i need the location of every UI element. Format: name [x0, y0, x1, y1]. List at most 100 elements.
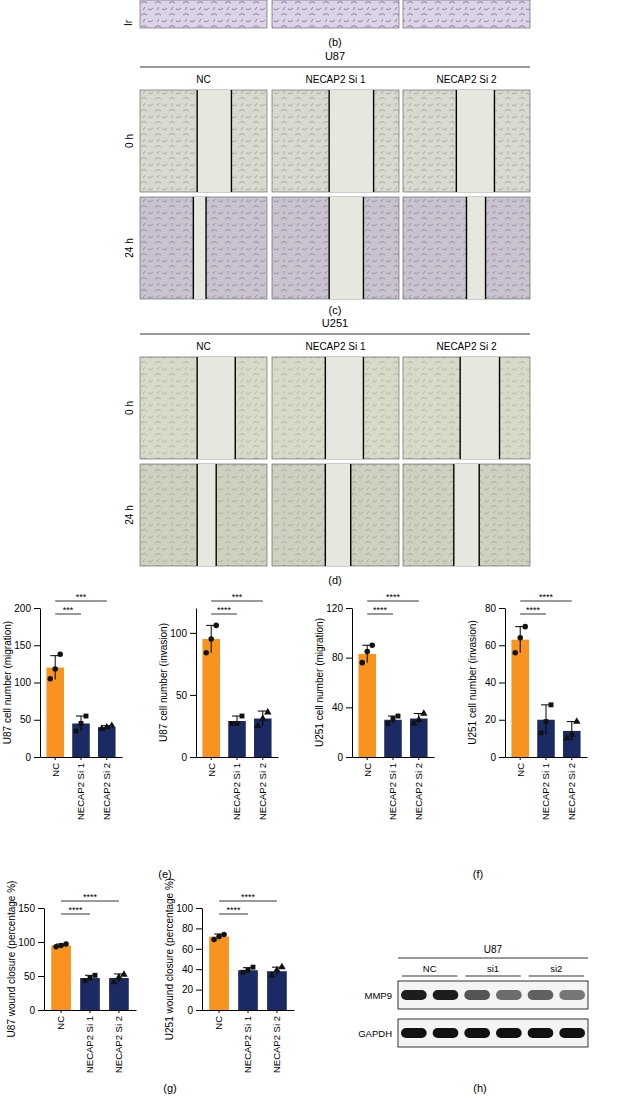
tick-label: 100	[14, 677, 31, 688]
tick-label: 40	[332, 702, 344, 713]
tick: 40	[182, 964, 202, 975]
tick-mark	[38, 976, 44, 977]
tick-label: 80	[332, 652, 344, 663]
wound-gap	[456, 90, 494, 192]
tick: NECAP2 Si 2	[271, 1010, 282, 1073]
tick-mark	[55, 757, 56, 760]
tick: NC	[213, 1010, 224, 1030]
tick: 150	[18, 903, 44, 914]
tick-label: NC	[50, 763, 61, 777]
blot-band	[528, 990, 554, 1000]
micrograph	[272, 357, 399, 459]
wound-gap	[325, 357, 363, 459]
micrograph-image	[140, 197, 267, 299]
y-axis: 050100150200	[14, 603, 40, 763]
tick-label: 80	[182, 923, 194, 934]
data-point	[216, 934, 222, 940]
tick-label: NECAP2 Si 1	[242, 1016, 253, 1073]
bar-chart: 050100150NCNECAP2 Si 1NECAP2 Si 2U87 wou…	[6, 881, 137, 1073]
tick-mark	[196, 908, 202, 909]
wound-edge	[193, 197, 194, 299]
error-bar	[206, 625, 216, 652]
tick: NECAP2 Si 1	[84, 1010, 95, 1073]
tick-mark	[346, 757, 352, 758]
wound-gap	[193, 197, 206, 299]
error-bar	[50, 656, 60, 680]
tick: NECAP2 Si 2	[113, 1010, 124, 1073]
tick-label: NECAP2 Si 2	[101, 763, 112, 820]
x-axis: NCNECAP2 Si 1NECAP2 Si 2	[506, 757, 588, 820]
micrograph-image	[272, 464, 399, 566]
data-point	[517, 635, 523, 641]
plot-area	[358, 642, 427, 757]
bar	[202, 639, 220, 757]
bar	[358, 654, 376, 757]
tick-mark	[393, 757, 394, 760]
panel-label: (e)	[158, 868, 171, 880]
wound-edge	[215, 464, 216, 566]
data-point	[240, 714, 245, 719]
tick: 0	[25, 752, 40, 763]
tick-mark	[276, 1010, 277, 1013]
tick-mark	[190, 695, 196, 696]
wound-edge	[196, 90, 197, 192]
tick-mark	[418, 757, 419, 760]
tick: 150	[14, 640, 40, 651]
error-bar	[362, 645, 372, 662]
micrograph	[272, 197, 399, 299]
tick: 0	[181, 752, 196, 763]
data-point	[549, 702, 554, 707]
tick: NC	[362, 757, 373, 777]
blot-band	[401, 990, 427, 1000]
micrograph	[272, 0, 399, 28]
row-label: 0 h	[124, 134, 135, 148]
significance-label: ****	[241, 892, 256, 902]
tick: 40	[332, 702, 352, 713]
significance-label: ***	[63, 605, 74, 615]
data-point	[544, 719, 549, 724]
lane-rule	[465, 976, 520, 977]
tick-label: 50	[20, 714, 32, 725]
wound-gap	[329, 90, 373, 192]
tick: NC	[55, 1010, 66, 1030]
axis-title: U251 cell number (invasion)	[467, 620, 478, 745]
tick: 60	[485, 640, 505, 651]
data-point	[259, 714, 266, 720]
significance-label: ****	[217, 605, 232, 615]
tick-label: 40	[485, 677, 497, 688]
panel-title: U87	[484, 944, 503, 955]
tick-mark	[34, 683, 40, 684]
tick: 100	[170, 628, 196, 639]
x-axis: NC NECAP2 Si 1 NECAP2 Si 2	[45, 1010, 137, 1073]
significance-label: ****	[373, 605, 388, 615]
title-rule	[140, 334, 530, 335]
bar	[410, 719, 428, 757]
title-rule	[140, 67, 530, 68]
lane-rule	[402, 976, 457, 977]
tick-mark	[38, 942, 44, 943]
panel-label: (f)	[473, 868, 483, 880]
tick: 80	[485, 603, 505, 614]
tick-mark	[61, 1010, 62, 1013]
data-point	[278, 963, 285, 969]
significance-label: ***	[232, 592, 243, 602]
column-label: NC	[196, 74, 210, 85]
data-point	[246, 968, 251, 973]
tick: 20	[485, 714, 505, 725]
wound-edge	[453, 464, 454, 566]
tick: NECAP2 Si 1	[387, 757, 398, 820]
axis-line	[505, 609, 506, 758]
tick-mark	[520, 757, 521, 760]
tick-label: 50	[176, 690, 188, 701]
row-label: 24 h	[124, 238, 135, 257]
tick: 50	[176, 690, 196, 701]
wound-edge	[363, 197, 364, 299]
tick-label: 100	[170, 628, 187, 639]
tick-mark	[571, 757, 572, 760]
data-point	[420, 709, 427, 715]
protein-label: GAPDH	[358, 1028, 392, 1039]
axis-line	[196, 609, 197, 758]
bar	[209, 937, 229, 1010]
tick-mark	[546, 757, 547, 760]
wound-edge	[328, 90, 329, 192]
